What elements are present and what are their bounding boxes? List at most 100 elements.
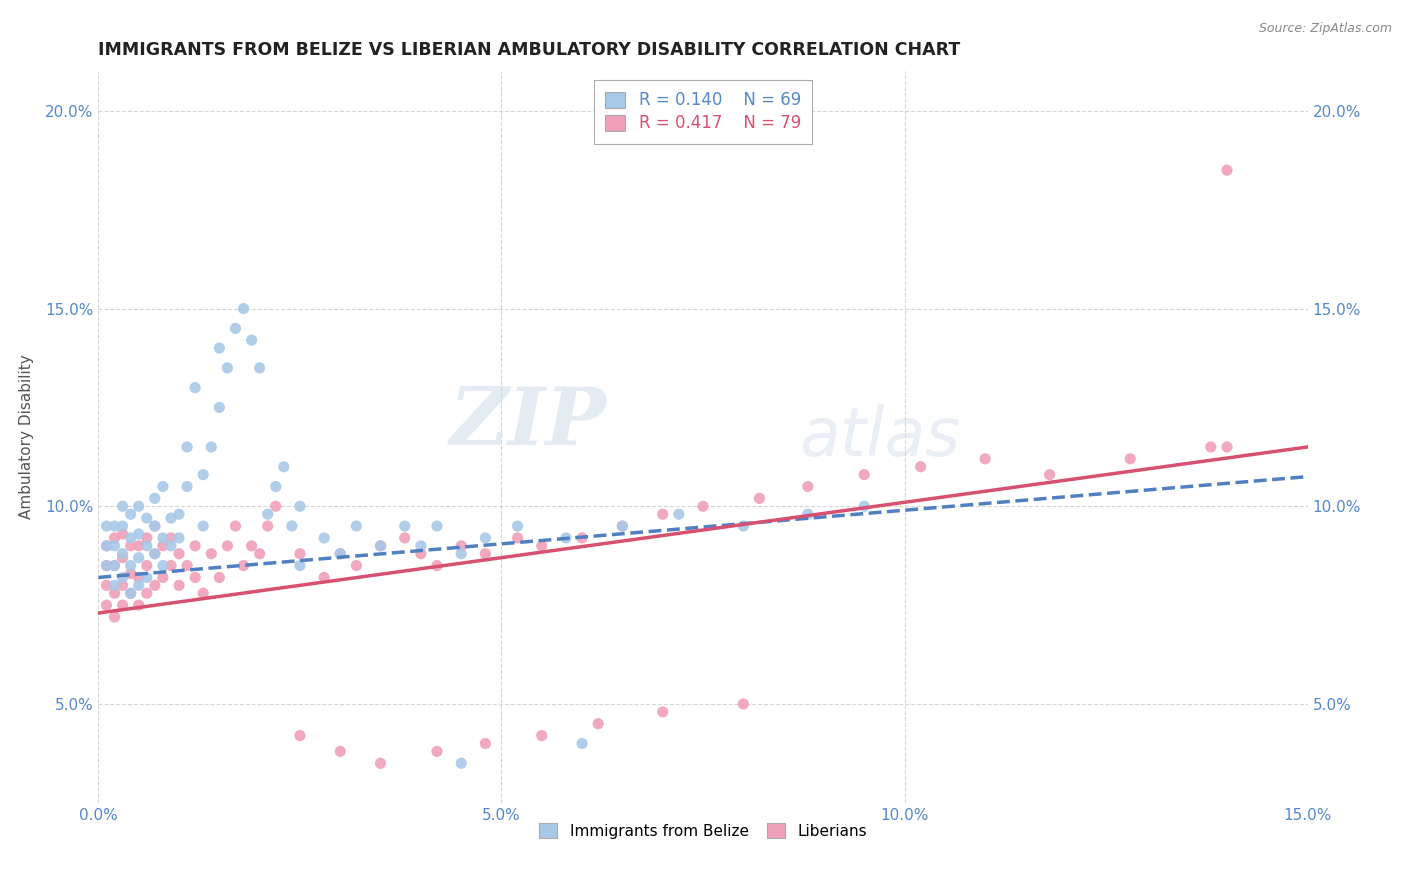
Point xyxy=(450,547,472,561)
Point xyxy=(120,558,142,573)
Point xyxy=(450,756,472,771)
Point xyxy=(474,737,496,751)
Point xyxy=(208,341,231,355)
Point xyxy=(426,558,449,573)
Point xyxy=(160,531,183,545)
Text: atlas: atlas xyxy=(800,404,960,470)
Point xyxy=(120,586,142,600)
Point xyxy=(152,479,174,493)
Point xyxy=(167,507,190,521)
Point xyxy=(135,511,157,525)
Point xyxy=(184,381,207,395)
Point xyxy=(530,539,553,553)
Point xyxy=(651,705,673,719)
Point xyxy=(120,539,142,553)
Point xyxy=(152,539,174,553)
Point xyxy=(143,491,166,506)
Point xyxy=(651,507,673,521)
Point xyxy=(394,531,416,545)
Point xyxy=(571,531,593,545)
Point xyxy=(128,578,150,592)
Point xyxy=(176,479,198,493)
Point xyxy=(128,570,150,584)
Point xyxy=(249,360,271,375)
Point xyxy=(530,729,553,743)
Point xyxy=(103,558,125,573)
Text: Source: ZipAtlas.com: Source: ZipAtlas.com xyxy=(1258,22,1392,36)
Point xyxy=(96,539,118,553)
Point xyxy=(217,360,239,375)
Point xyxy=(96,519,118,533)
Point xyxy=(111,578,134,592)
Point xyxy=(668,507,690,521)
Point xyxy=(135,570,157,584)
Point xyxy=(120,586,142,600)
Point xyxy=(120,531,142,545)
Point xyxy=(103,586,125,600)
Point xyxy=(152,531,174,545)
Point xyxy=(474,531,496,545)
Point xyxy=(160,539,183,553)
Point xyxy=(103,539,125,553)
Point xyxy=(288,500,311,514)
Point xyxy=(103,578,125,592)
Point xyxy=(329,547,352,561)
Point xyxy=(281,519,304,533)
Point xyxy=(111,598,134,612)
Point xyxy=(329,744,352,758)
Point xyxy=(167,547,190,561)
Point xyxy=(128,539,150,553)
Point xyxy=(910,459,932,474)
Point xyxy=(288,547,311,561)
Point xyxy=(273,459,295,474)
Point xyxy=(224,321,246,335)
Point xyxy=(167,531,190,545)
Point xyxy=(249,547,271,561)
Point xyxy=(450,539,472,553)
Point xyxy=(256,519,278,533)
Point xyxy=(506,531,529,545)
Point xyxy=(143,578,166,592)
Point xyxy=(193,519,215,533)
Point xyxy=(135,558,157,573)
Point xyxy=(232,301,254,316)
Point xyxy=(128,550,150,565)
Point xyxy=(264,500,287,514)
Point xyxy=(143,547,166,561)
Point xyxy=(240,333,263,347)
Point xyxy=(370,539,392,553)
Point xyxy=(143,519,166,533)
Point xyxy=(184,539,207,553)
Point xyxy=(120,507,142,521)
Point xyxy=(143,519,166,533)
Point xyxy=(200,440,222,454)
Point xyxy=(128,527,150,541)
Point xyxy=(426,519,449,533)
Point xyxy=(974,451,997,466)
Point xyxy=(167,578,190,592)
Point xyxy=(111,500,134,514)
Point xyxy=(103,610,125,624)
Point xyxy=(853,500,876,514)
Point xyxy=(208,401,231,415)
Point xyxy=(370,539,392,553)
Point xyxy=(96,539,118,553)
Point xyxy=(111,570,134,584)
Point xyxy=(240,539,263,553)
Point xyxy=(152,558,174,573)
Point xyxy=(208,570,231,584)
Point xyxy=(264,479,287,493)
Point xyxy=(103,531,125,545)
Point xyxy=(1039,467,1062,482)
Point xyxy=(256,507,278,521)
Point xyxy=(224,519,246,533)
Point xyxy=(394,519,416,533)
Point xyxy=(748,491,770,506)
Point xyxy=(111,547,134,561)
Point xyxy=(409,547,432,561)
Point xyxy=(200,547,222,561)
Text: IMMIGRANTS FROM BELIZE VS LIBERIAN AMBULATORY DISABILITY CORRELATION CHART: IMMIGRANTS FROM BELIZE VS LIBERIAN AMBUL… xyxy=(98,41,960,59)
Legend: Immigrants from Belize, Liberians: Immigrants from Belize, Liberians xyxy=(531,815,875,847)
Point xyxy=(612,519,634,533)
Point xyxy=(733,697,755,711)
